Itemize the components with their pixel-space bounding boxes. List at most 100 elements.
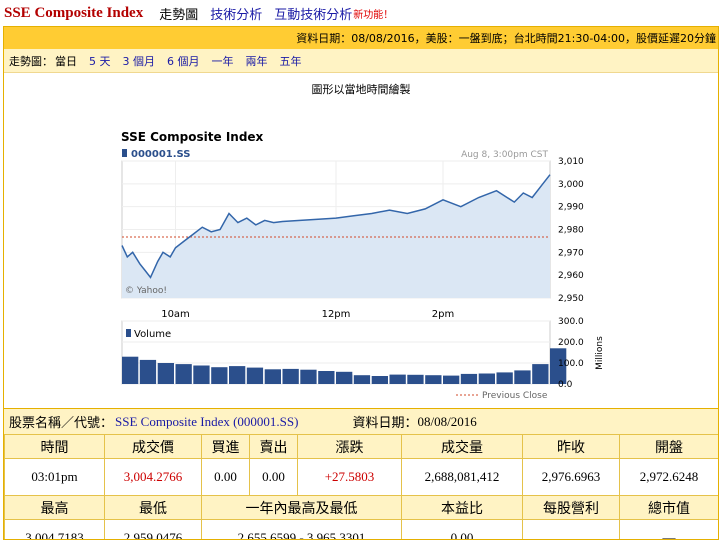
range-label: 走勢圖： [9,54,53,68]
volume-y-tick-label: 100.0 [558,359,584,369]
quote-header-row: 時間 成交價 買進 賣出 漲跌 成交量 昨收 開盤 [4,434,718,459]
price-line [121,174,551,279]
value-last-price: 3,004.2766 [104,458,202,496]
data-date-label: 資料日期： [352,415,418,430]
legend-prev-close: Previous Close [482,391,548,401]
top-nav: SSE Composite Index 走勢圖 技術分析 互動技術分析 新功能！ [4,2,393,24]
volume-bar [371,376,388,384]
range-option-1d[interactable]: 當日 [55,54,77,68]
volume-bar [282,368,299,384]
price-x-tick-label: 2pm [432,309,454,320]
volume-bar [246,367,264,384]
volume-swatch [126,329,131,337]
value-time: 03:01pm [4,458,105,496]
header-volume: 成交量 [401,434,523,459]
stock-name-value[interactable]: SSE Composite Index (000001.SS) [115,413,299,429]
price-area-fill [122,174,550,298]
price-y-tick-label: 2,950 [558,294,584,304]
range-option-6m[interactable]: 6 個月 [167,54,200,68]
volume-bar [496,372,513,384]
nav-link-trend[interactable]: 走勢圖 [159,7,199,23]
volume-bars [122,348,567,384]
quote-value-row: 03:01pm 3,004.2766 0.00 0.00 +27.5803 2,… [4,458,718,496]
header-52wk-range: 一年內最高及最低 [201,495,402,520]
price-y-tick-label: 2,980 [558,226,584,236]
volume-bar [264,369,281,384]
volume-bar [389,374,406,384]
volume-axis-label: Millions [595,336,605,370]
brand-title: SSE Composite Index [4,4,144,21]
header-bid: 買進 [201,434,250,459]
price-y-tick-label: 2,960 [558,271,584,281]
price-y-tick-label: 2,970 [558,248,584,258]
volume-bar [353,375,371,384]
volume-bar [407,374,424,384]
price-y-ticks: 3,010 3,000 2,990 2,980 2,970 2,960 2,950 [558,157,584,304]
nav-link-interactive[interactable]: 互動技術分析 [274,7,353,23]
value-volume: 2,688,081,412 [401,458,523,496]
chart-note: 圖形以當地時間繪製 [311,83,411,96]
price-x-tick-label: 10am [161,309,190,320]
volume-bar [300,369,317,384]
value-52wk-range: 2,655.6599 - 3,965.3301 [201,519,402,539]
range-option-1y[interactable]: 一年 [211,54,234,68]
header-open: 開盤 [619,434,718,459]
value-change: +27.5803 [297,458,402,496]
volume-bar [514,370,531,384]
chart-area: 圖形以當地時間繪製 SSE Composite Index 000001.SS … [4,73,718,407]
volume-y-tick-label: 200.0 [558,338,584,348]
volume-bar [425,375,442,384]
volume-bar [122,356,139,384]
price-y-tick-label: 2,990 [558,203,584,213]
chart-title: SSE Composite Index [121,130,264,144]
volume-y-tick-label: 0.0 [558,380,573,390]
value-ask: 0.00 [249,458,298,496]
range-option-2y[interactable]: 兩年 [245,54,268,68]
data-date-value: 08/08/2016 [417,413,477,429]
volume-bar [532,364,549,384]
value-pe: 0.00 [401,519,523,539]
volume-bar [193,365,210,384]
volume-bar [318,371,335,384]
header-high: 最高 [4,495,105,520]
header-market-cap: 總市值 [619,495,718,520]
volume-bar [139,359,157,384]
value-open: 2,972.6248 [619,458,718,496]
quote-header-row-2: 最高 最低 一年內最高及最低 本益比 每股營利 總市值 [4,495,718,520]
volume-bar [175,364,192,384]
price-y-tick-label: 3,010 [558,157,584,167]
index-chart: SSE Composite Index 000001.SS Aug 8, 3:0… [121,130,605,401]
quote-value-row-2: 3,004.7183 2,959.0476 2,655.6599 - 3,965… [4,519,718,539]
volume-label: Volume [134,329,171,340]
header-prev-close: 昨收 [522,434,620,459]
value-prev-close: 2,976.6963 [522,458,620,496]
data-date-bar: 資料日期：08/08/2016，美股：一盤到底；台北時間21:30-04:00，… [4,27,718,49]
header-time: 時間 [4,434,105,459]
header-change: 漲跌 [297,434,402,459]
header-eps: 每股營利 [522,495,620,520]
range-option-5d[interactable]: 5 天 [89,54,111,68]
header-last-price: 成交價 [104,434,202,459]
value-market-cap: — [619,519,718,539]
chart-timestamp: Aug 8, 3:00pm CST [461,150,548,160]
value-high: 3,004.7183 [4,519,105,539]
volume-bar [460,373,478,384]
nav-link-technical[interactable]: 技術分析 [210,7,263,23]
volume-bar [550,348,567,384]
volume-y-tick-label: 300.0 [558,317,584,327]
volume-bar [211,367,228,384]
volume-bar [229,366,246,384]
series-swatch [122,149,127,157]
quote-panel: 資料日期：08/08/2016，美股：一盤到底；台北時間21:30-04:00，… [3,26,719,540]
volume-bar [157,363,174,384]
range-option-5y[interactable]: 五年 [279,54,302,68]
volume-bar [443,375,460,384]
series-symbol: 000001.SS [131,149,191,160]
value-bid: 0.00 [201,458,250,496]
price-x-tick-label: 12pm [322,309,351,320]
range-selector: 走勢圖： 當日 5 天 3 個月 6 個月 一年 兩年 五年 [4,49,718,73]
range-option-3m[interactable]: 3 個月 [122,54,156,68]
volume-bar [478,373,495,384]
volume-bar [336,374,353,384]
value-low: 2,959.0476 [104,519,202,539]
